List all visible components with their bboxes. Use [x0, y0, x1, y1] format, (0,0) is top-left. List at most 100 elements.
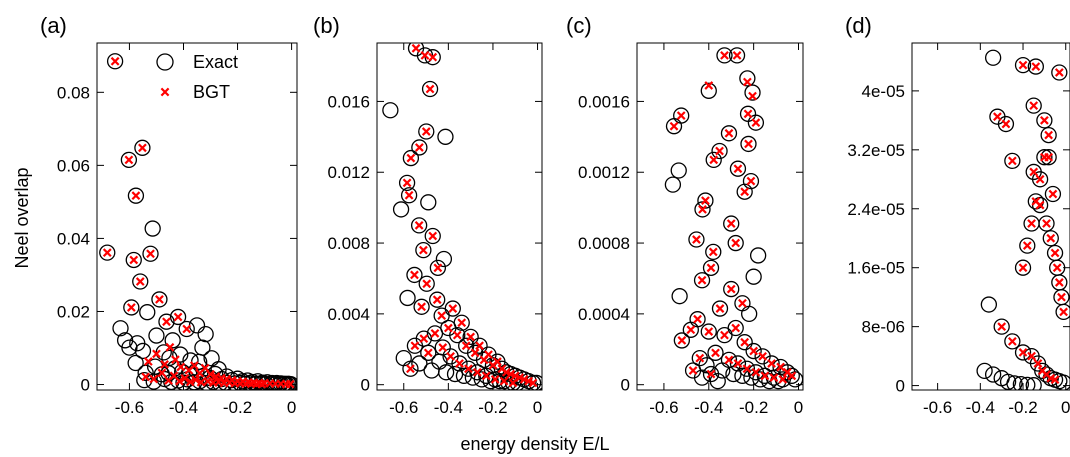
bgt-point: [758, 351, 767, 361]
exact-point: [984, 366, 1002, 383]
bgt-point: [428, 231, 438, 241]
exact-point: [437, 128, 454, 145]
y-tick-label: 8e-06: [862, 318, 905, 337]
exact-point: [127, 187, 145, 204]
bgt-point: [452, 330, 462, 340]
exact-point: [1014, 344, 1032, 361]
y-tick-label: 0: [621, 376, 630, 395]
bgt-point: [446, 351, 455, 361]
x-tick-label: -0.2: [478, 398, 507, 417]
bgt-point: [410, 341, 420, 351]
x-tick-label: 0: [794, 398, 803, 417]
exact-point: [736, 334, 753, 351]
y-tick-label: 0.02: [57, 302, 90, 321]
bgt-point: [1018, 263, 1028, 273]
legend-bgt-marker: [160, 87, 170, 97]
exact-point: [426, 325, 444, 342]
exact-point: [429, 291, 446, 308]
panel-label: (b): [313, 13, 340, 38]
bgt-point: [706, 263, 716, 273]
x-tick-label: -0.2: [223, 398, 252, 417]
panel-1: 0 0.004 0.008 0.012 0.016 -0.6 -0.4 -0.2 0 (b): [313, 13, 543, 417]
exact-point: [148, 327, 165, 344]
bgt-point: [528, 378, 538, 388]
exact-point: [435, 250, 453, 268]
bgt-point: [669, 121, 679, 131]
exact-point: [99, 244, 116, 261]
y-tick-label: 0.016: [327, 92, 370, 111]
exact-point: [418, 123, 435, 140]
bgt-point: [406, 364, 415, 374]
exact-point: [449, 326, 466, 344]
bgt-point: [191, 375, 201, 385]
bgt-point: [1018, 348, 1028, 357]
data-points: [976, 49, 1070, 390]
plot-frame: [376, 42, 543, 391]
bgt-point: [1031, 197, 1041, 206]
bgt-point: [189, 361, 199, 370]
bgt-point: [129, 255, 139, 265]
bgt-point: [1022, 241, 1032, 250]
exact-point: [723, 280, 740, 298]
exact-point: [1004, 152, 1021, 170]
exact-point: [145, 373, 162, 390]
bgt-point: [1048, 189, 1058, 199]
bgt-point: [720, 51, 729, 60]
bgt-point: [1040, 115, 1049, 125]
bgt-point: [676, 111, 686, 120]
y-axis-title: Neel overlap: [12, 167, 32, 268]
legend-exact-label: Exact: [193, 52, 238, 72]
y-tick-label: 0.0004: [578, 305, 630, 324]
exact-point: [460, 360, 477, 377]
exact-point: [980, 296, 998, 313]
bgt-point: [751, 118, 761, 128]
exact-point: [437, 364, 455, 381]
x-axis-title: energy density E/L: [460, 434, 609, 454]
bgt-point: [1059, 307, 1068, 317]
exact-point: [984, 49, 1002, 66]
exact-point: [700, 323, 717, 340]
bgt-point: [1027, 351, 1036, 361]
bgt-point: [152, 349, 161, 359]
exact-point: [711, 300, 729, 317]
exact-point: [197, 325, 214, 343]
exact-point: [106, 53, 124, 70]
bgt-point: [428, 52, 438, 62]
exact-point: [728, 47, 746, 64]
x-tick-label: -0.4: [694, 398, 723, 417]
bgt-point: [135, 277, 145, 286]
exact-point: [144, 220, 161, 237]
exact-point: [993, 318, 1010, 335]
bgt-point: [1052, 263, 1062, 273]
exact-point: [423, 362, 440, 379]
bgt-point: [464, 364, 473, 374]
bgt-point: [715, 304, 725, 313]
x-tick-label: 0: [1061, 398, 1070, 417]
bgt-point: [1050, 248, 1060, 258]
bgt-point: [726, 284, 736, 294]
bgt-point: [455, 359, 464, 368]
bgt-point: [704, 327, 714, 336]
bgt-point: [475, 341, 484, 351]
bgt-point: [1033, 359, 1043, 368]
x-tick-label: -0.4: [434, 398, 463, 417]
exact-point: [744, 84, 761, 101]
exact-point: [1006, 375, 1023, 390]
panel-0: 0 0.02 0.04 0.06 0.08 -0.6 -0.4 -0.2 0 (a) Exact BG…: [40, 13, 298, 417]
bgt-point: [461, 341, 471, 351]
x-tick-label: -0.6: [649, 398, 678, 417]
x-tick-label: -0.4: [169, 398, 198, 417]
exact-point: [1019, 376, 1036, 390]
exact-point: [462, 328, 479, 346]
exact-point: [1012, 375, 1030, 390]
exact-point: [194, 339, 211, 356]
exact-point: [123, 299, 140, 316]
bgt-point: [182, 324, 192, 334]
bgt-point: [1029, 167, 1039, 177]
exact-point: [736, 183, 753, 200]
bgt-point: [760, 371, 770, 381]
bgt-point: [411, 43, 421, 53]
bgt-point: [143, 357, 153, 366]
x-tick-label: -0.4: [966, 398, 995, 417]
exact-point: [697, 192, 714, 209]
